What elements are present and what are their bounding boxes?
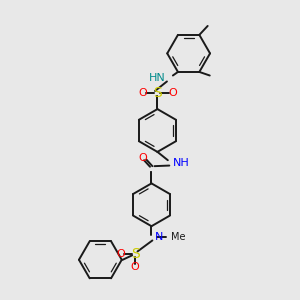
Text: S: S [131,247,140,261]
Text: HN: HN [149,74,166,83]
Text: NH: NH [173,158,190,168]
Text: Me: Me [171,232,186,242]
Text: O: O [116,249,125,259]
Text: O: O [131,262,140,272]
Text: N: N [154,232,163,242]
Text: O: O [138,88,147,98]
Text: O: O [168,88,177,98]
Text: S: S [153,86,162,100]
Text: O: O [138,153,147,163]
